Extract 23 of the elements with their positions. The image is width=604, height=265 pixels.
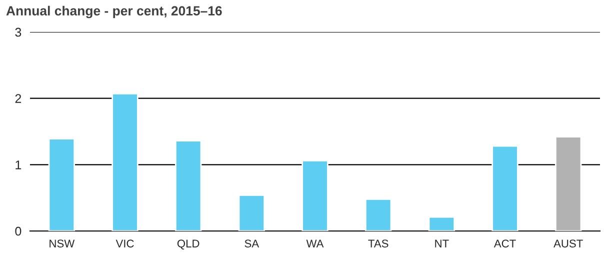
bar bbox=[48, 138, 76, 231]
x-tick-label: WA bbox=[306, 240, 324, 248]
x-tick-label: NT bbox=[435, 240, 449, 248]
x-tick-label: AUST bbox=[554, 240, 583, 248]
y-tick-label: 3 bbox=[15, 28, 22, 37]
y-tick-label: 0 bbox=[15, 226, 22, 236]
bar bbox=[492, 145, 518, 231]
bar bbox=[428, 216, 456, 231]
bar bbox=[554, 136, 582, 231]
x-tick-label: TAS bbox=[368, 240, 388, 248]
x-tick-label: QLD bbox=[177, 240, 200, 250]
bar bbox=[174, 140, 202, 231]
x-tick-label: VIC bbox=[116, 240, 134, 248]
x-tick-label: NSW bbox=[50, 240, 75, 248]
y-tick-label: 1 bbox=[16, 160, 22, 170]
bar bbox=[364, 198, 392, 231]
bar bbox=[112, 92, 138, 231]
bar bbox=[238, 194, 266, 231]
bar bbox=[302, 160, 328, 231]
x-tick-label: ACT bbox=[494, 240, 516, 248]
x-tick-label: SA bbox=[244, 240, 260, 248]
chart-title: Annual change - per cent, 2015–16 bbox=[6, 6, 222, 18]
y-tick-label: 2 bbox=[15, 94, 22, 103]
